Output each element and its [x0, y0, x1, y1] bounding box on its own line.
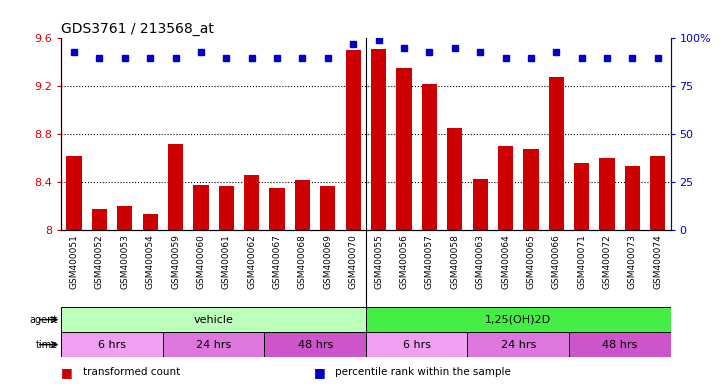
Bar [422, 84, 437, 230]
Bar [92, 209, 107, 230]
Bar [345, 50, 360, 230]
Bar [371, 49, 386, 230]
Bar [244, 175, 260, 230]
Bar [569, 332, 671, 357]
Text: GSM400058: GSM400058 [450, 234, 459, 289]
Bar [117, 207, 133, 230]
Bar [265, 332, 366, 357]
Text: GSM400069: GSM400069 [323, 234, 332, 289]
Bar [498, 146, 513, 230]
Bar [163, 332, 265, 357]
Text: GSM400055: GSM400055 [374, 234, 383, 289]
Text: 1,25(OH)2D: 1,25(OH)2D [485, 314, 552, 325]
Text: GSM400070: GSM400070 [349, 234, 358, 289]
Text: vehicle: vehicle [194, 314, 234, 325]
Bar [366, 332, 467, 357]
Text: 48 hrs: 48 hrs [298, 339, 333, 350]
Bar [61, 307, 366, 332]
Bar [397, 68, 412, 230]
Text: percentile rank within the sample: percentile rank within the sample [335, 367, 511, 377]
Text: 24 hrs: 24 hrs [196, 339, 231, 350]
Text: agent: agent [30, 314, 58, 325]
Text: GSM400062: GSM400062 [247, 234, 256, 289]
Bar [66, 156, 81, 230]
Bar [523, 149, 539, 230]
Bar [625, 166, 640, 230]
Text: GSM400060: GSM400060 [196, 234, 205, 289]
Text: ■: ■ [314, 366, 325, 379]
Text: GDS3761 / 213568_at: GDS3761 / 213568_at [61, 22, 214, 36]
Bar [467, 332, 569, 357]
Text: GSM400052: GSM400052 [95, 234, 104, 289]
Bar [168, 144, 183, 230]
Text: GSM400051: GSM400051 [69, 234, 79, 289]
Text: GSM400054: GSM400054 [146, 234, 154, 289]
Text: GSM400059: GSM400059 [171, 234, 180, 289]
Bar [574, 163, 589, 230]
Text: time: time [35, 339, 58, 350]
Text: 48 hrs: 48 hrs [602, 339, 637, 350]
Bar [549, 77, 564, 230]
Text: GSM400072: GSM400072 [603, 234, 611, 289]
Text: 6 hrs: 6 hrs [98, 339, 126, 350]
Text: GSM400061: GSM400061 [222, 234, 231, 289]
Bar [218, 186, 234, 230]
Text: GSM400066: GSM400066 [552, 234, 561, 289]
Bar [650, 156, 665, 230]
Text: 6 hrs: 6 hrs [402, 339, 430, 350]
Bar [295, 180, 310, 230]
Text: GSM400073: GSM400073 [628, 234, 637, 289]
Text: GSM400068: GSM400068 [298, 234, 307, 289]
Text: GSM400071: GSM400071 [578, 234, 586, 289]
Bar [193, 185, 208, 230]
Bar [599, 159, 615, 230]
Bar [472, 179, 487, 230]
Text: GSM400074: GSM400074 [653, 234, 663, 289]
Text: 24 hrs: 24 hrs [500, 339, 536, 350]
Text: GSM400056: GSM400056 [399, 234, 409, 289]
Text: GSM400065: GSM400065 [526, 234, 536, 289]
Text: ■: ■ [61, 366, 73, 379]
Bar [447, 128, 462, 230]
Text: GSM400063: GSM400063 [476, 234, 485, 289]
Text: GSM400053: GSM400053 [120, 234, 129, 289]
Bar [61, 332, 163, 357]
Text: transformed count: transformed count [83, 367, 180, 377]
Text: GSM400064: GSM400064 [501, 234, 510, 289]
Bar [270, 189, 285, 230]
Bar [366, 307, 671, 332]
Text: GSM400057: GSM400057 [425, 234, 434, 289]
Bar [143, 214, 158, 230]
Text: GSM400067: GSM400067 [273, 234, 282, 289]
Bar [320, 186, 335, 230]
